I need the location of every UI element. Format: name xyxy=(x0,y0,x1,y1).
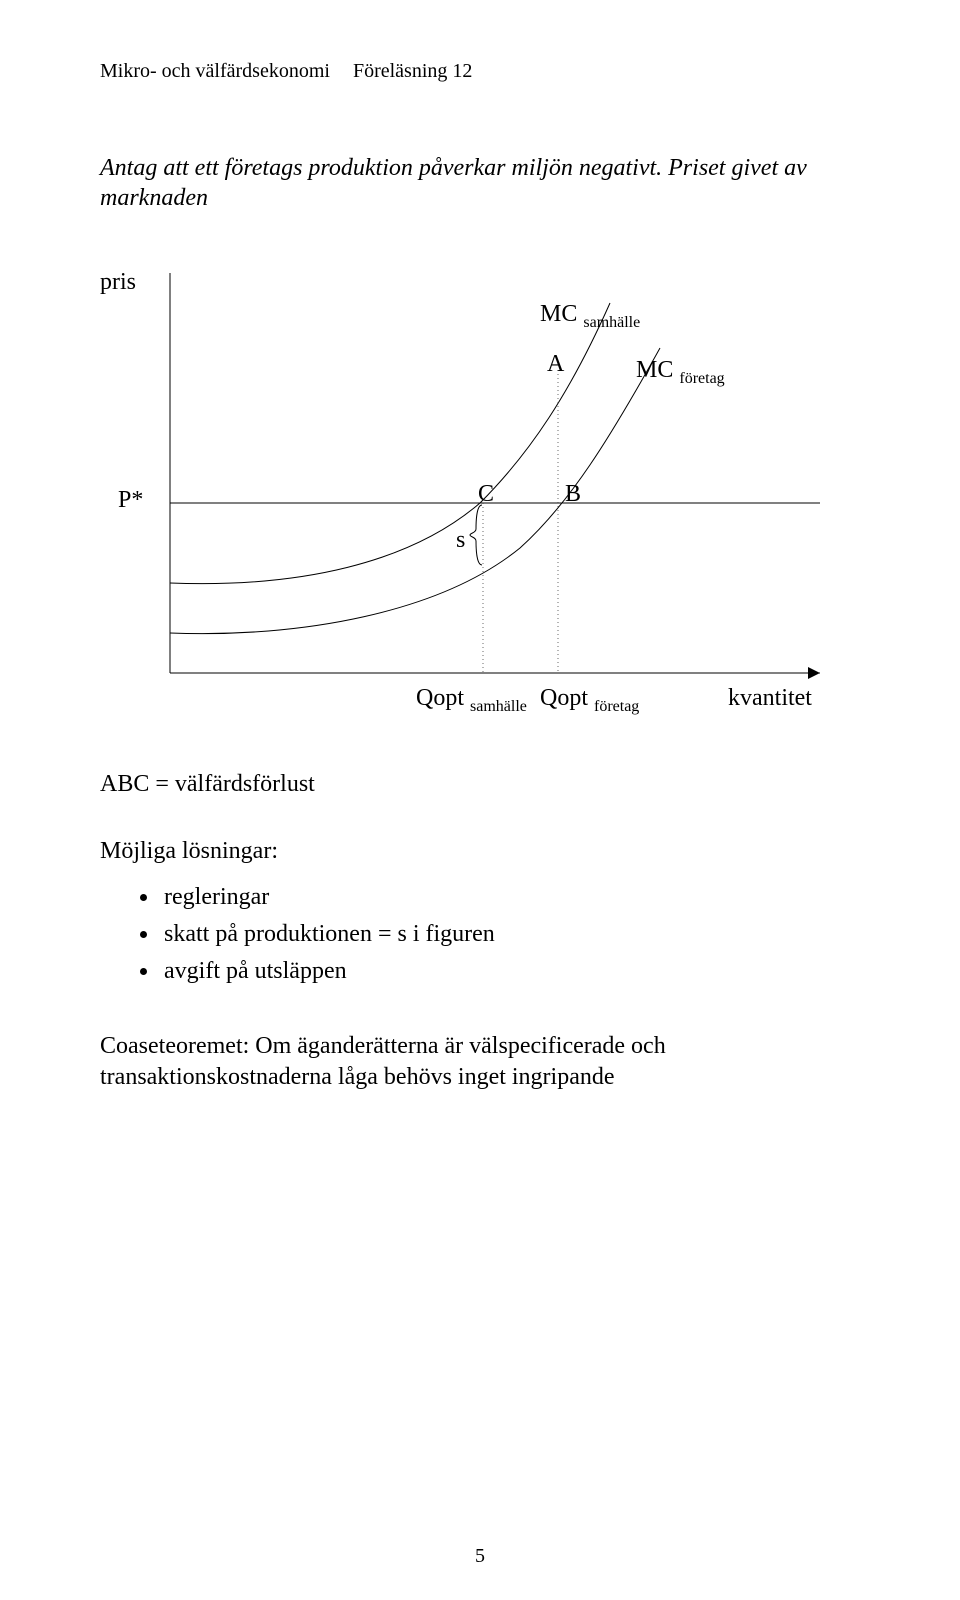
point-b-label: B xyxy=(565,481,581,508)
point-c-label: C xyxy=(478,481,494,508)
page-number: 5 xyxy=(0,1545,960,1568)
y-axis-label: pris xyxy=(100,269,136,296)
p-star-label: P* xyxy=(118,487,143,514)
qopt-samhalle-label: Qopt samhälle xyxy=(416,685,527,716)
mc-foretag-label: MC företag xyxy=(636,357,725,388)
list-item: avgift på utsläppen xyxy=(160,953,860,990)
qopt-foretag-label: Qopt företag xyxy=(540,685,639,716)
mc-samhalle-label: MC samhälle xyxy=(540,301,640,332)
list-item: skatt på produktionen = s i figuren xyxy=(160,916,860,953)
point-a-label: A xyxy=(547,351,564,378)
intro-text: Antag att ett företags produktion påverk… xyxy=(100,153,860,213)
lecture-number: Föreläsning 12 xyxy=(353,60,472,83)
kvantitet-label: kvantitet xyxy=(728,685,812,712)
externality-chart: pris P* MC samhälle A MC företag C B s Q… xyxy=(100,243,860,743)
s-label: s xyxy=(456,527,465,554)
solutions-heading: Möjliga lösningar: xyxy=(100,838,860,865)
coase-theorem-text: Coaseteoremet: Om äganderätterna är väls… xyxy=(100,1031,860,1093)
course-name: Mikro- och välfärdsekonomi xyxy=(100,60,330,83)
page: Mikro- och välfärdsekonomi Föreläsning 1… xyxy=(0,0,960,1600)
welfare-loss-equation: ABC = välfärdsförlust xyxy=(100,771,860,798)
list-item: regleringar xyxy=(160,879,860,916)
solutions-list: regleringar skatt på produktionen = s i … xyxy=(100,879,860,991)
page-header: Mikro- och välfärdsekonomi Föreläsning 1… xyxy=(100,60,860,83)
